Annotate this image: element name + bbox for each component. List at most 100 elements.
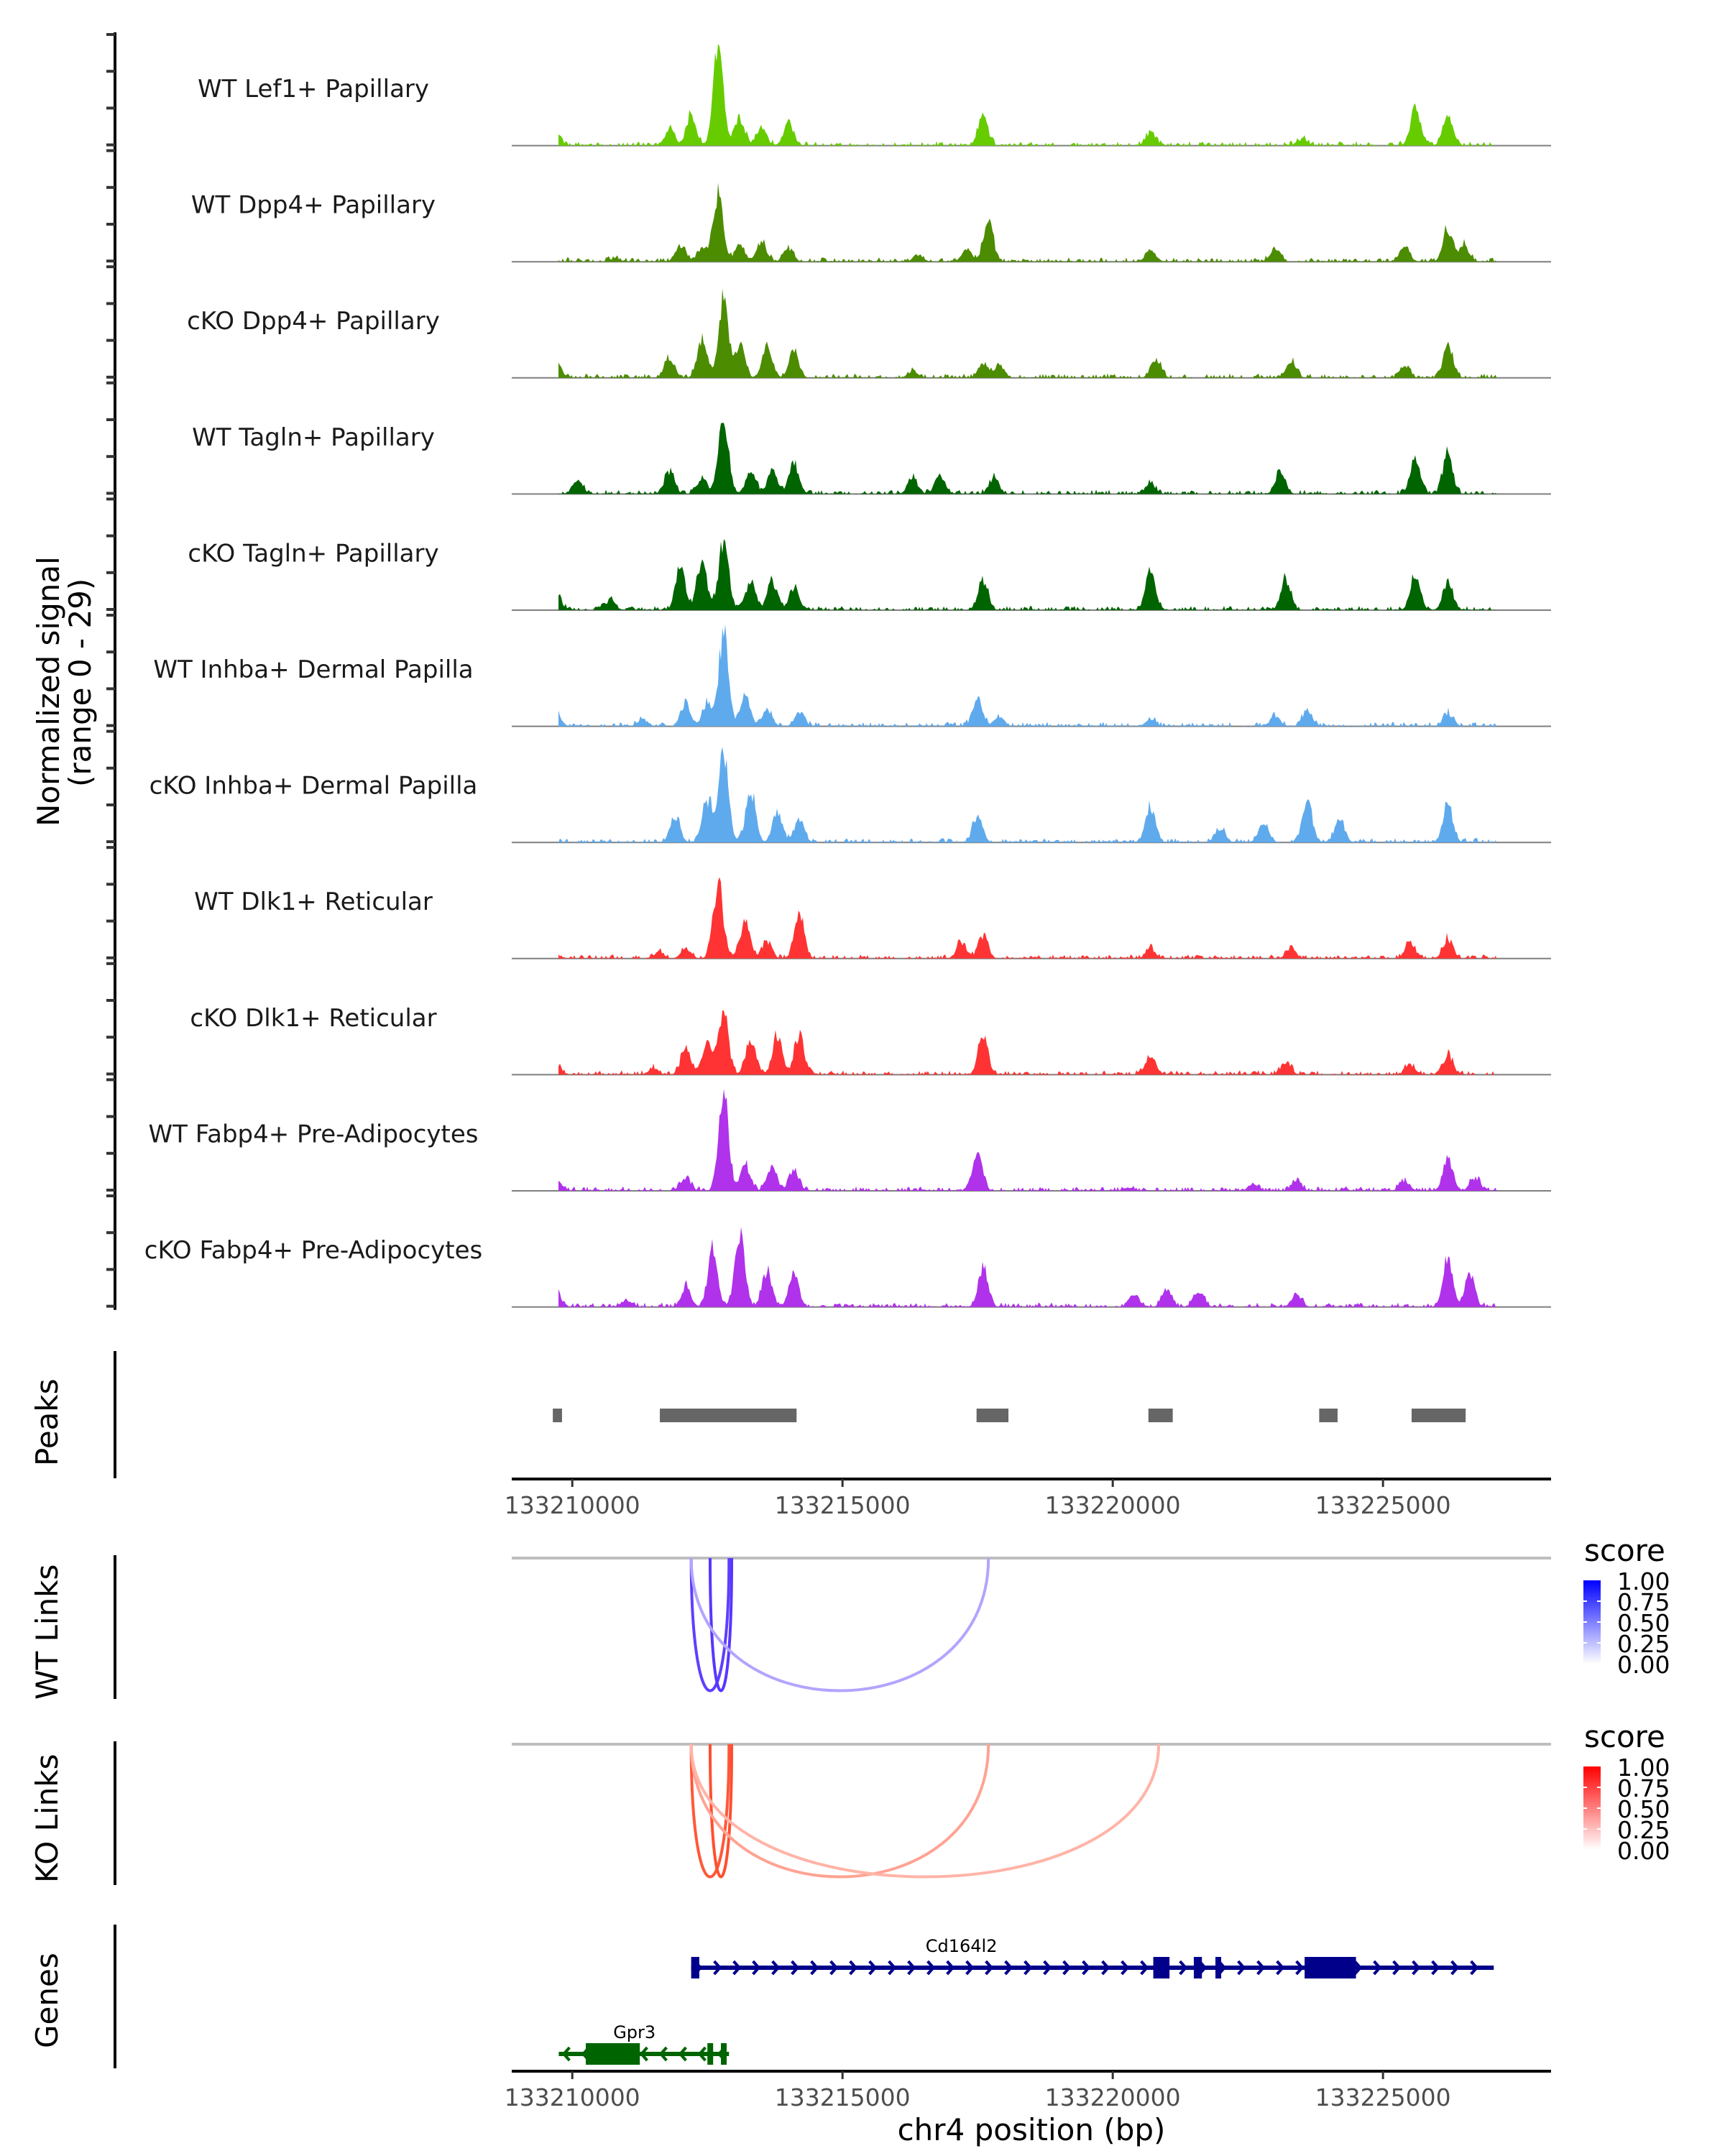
track-label: WT Tagln+ Papillary: [192, 423, 435, 452]
gene-exon: [586, 2043, 640, 2065]
coverage-area: [558, 1010, 1496, 1075]
gene-name-label: Cd164l2: [926, 1936, 998, 1956]
legend-label: 0.50: [1617, 1795, 1670, 1823]
legend-title: score: [1584, 1719, 1665, 1754]
peak-region: [1411, 1409, 1466, 1422]
strand-arrow-icon: [849, 1960, 858, 1976]
strand-arrow-icon: [888, 1960, 897, 1976]
track-label: WT Dlk1+ Reticular: [194, 888, 433, 916]
legend-title: score: [1584, 1533, 1665, 1568]
strand-arrow-icon: [1043, 1960, 1052, 1976]
strand-arrow-icon: [1237, 1960, 1246, 1976]
strand-arrow-icon: [965, 1960, 975, 1976]
coverage-track: cKO Tagln+ Papillary: [106, 497, 1551, 611]
peaks-panel: [114, 1351, 1466, 1478]
legend-label: 0.75: [1617, 1774, 1670, 1802]
coverage-area: [558, 877, 1496, 959]
strand-arrow-icon: [829, 1960, 839, 1976]
gene-exon: [691, 1957, 699, 1978]
strand-arrow-icon: [1392, 1960, 1402, 1976]
x-tick-label: 133215000: [775, 2083, 911, 2111]
strand-arrow-icon: [985, 1960, 994, 1976]
coverage-area: [558, 1227, 1496, 1307]
x-tick-label: 133215000: [775, 1491, 911, 1519]
gene-exon: [707, 2043, 714, 2065]
strand-arrow-icon: [658, 2046, 668, 2062]
coverage-track: WT Inhba+ Dermal Papilla: [106, 614, 1551, 727]
coverage-track: WT Dlk1+ Reticular: [106, 846, 1551, 959]
coverage-area: [558, 423, 1496, 494]
peak-region: [1319, 1409, 1338, 1422]
gene-name-label: Gpr3: [613, 2022, 656, 2042]
track-label: cKO Dlk1+ Reticular: [190, 1004, 436, 1033]
coverage-panel: WT Lef1+ Papillary WT Dpp4+ Papillary cKO …: [106, 32, 1551, 1310]
x-tick-label: 133225000: [1315, 2083, 1451, 2111]
link-arc: [708, 1557, 734, 1692]
strand-arrow-icon: [713, 1960, 722, 1976]
peak-region: [976, 1409, 1009, 1422]
strand-arrow-icon: [1140, 1960, 1149, 1976]
genes-panel: Cd164l2 Gpr3: [114, 1925, 1494, 2068]
strand-arrow-icon: [810, 1960, 819, 1976]
gene-exon: [721, 2043, 727, 2065]
strand-arrow-icon: [1450, 1960, 1460, 1976]
strand-arrow-icon: [639, 2046, 648, 2062]
coverage-area: [558, 183, 1496, 262]
strand-arrow-icon: [1470, 1960, 1479, 1976]
strand-arrow-icon: [1353, 1960, 1363, 1976]
strand-arrow-icon: [1062, 1960, 1072, 1976]
strand-arrow-icon: [561, 2046, 571, 2062]
track-label: cKO Tagln+ Papillary: [188, 539, 438, 568]
y-axis-title-line1: Normalized signal: [31, 556, 66, 826]
track-label: WT Dpp4+ Papillary: [191, 191, 436, 220]
y-axis-title-line2: (range 0 - 29): [63, 579, 98, 787]
track-label: WT Lef1+ Papillary: [198, 75, 429, 103]
x-tick-label: 133210000: [505, 1491, 640, 1519]
track-label: cKO Inhba+ Dermal Papilla: [150, 772, 478, 801]
peak-region: [660, 1409, 797, 1422]
gene-model: Cd164l2: [691, 1936, 1494, 1978]
strand-arrow-icon: [868, 1960, 878, 1976]
link-arc: [689, 1743, 990, 1879]
strand-arrow-icon: [732, 1960, 742, 1976]
coverage-track: cKO Fabp4+ Pre-Adipocytes: [106, 1194, 1551, 1308]
strand-arrow-icon: [926, 1960, 936, 1976]
genes-panel-title: Genes: [29, 1953, 65, 2048]
track-label: cKO Dpp4+ Papillary: [187, 307, 440, 336]
strand-arrow-icon: [907, 1960, 916, 1976]
coverage-track: WT Lef1+ Papillary: [106, 33, 1551, 147]
strand-arrow-icon: [791, 1960, 800, 1976]
gene-exon: [1215, 1957, 1222, 1978]
x-axis-peaks: 133210000 133215000 133220000 133225000: [505, 1478, 1551, 1519]
legend-label: 0.00: [1617, 1837, 1670, 1865]
x-tick-label: 133225000: [1315, 1491, 1451, 1519]
strand-arrow-icon: [946, 1960, 955, 1976]
strand-arrow-icon: [1431, 1960, 1440, 1976]
coverage-track: cKO Dlk1+ Reticular: [106, 962, 1551, 1076]
legend-label: 1.00: [1617, 1754, 1670, 1782]
coverage-area: [558, 539, 1496, 610]
legend-label: 0.75: [1617, 1588, 1670, 1616]
coverage-area: [558, 288, 1496, 378]
coverage-track: cKO Inhba+ Dermal Papilla: [106, 729, 1551, 844]
strand-arrow-icon: [1256, 1960, 1266, 1976]
coverage-area: [558, 44, 1496, 146]
link-track-title: WT Links: [29, 1565, 65, 1700]
gene-exon: [1193, 1957, 1202, 1978]
strand-arrow-icon: [752, 1960, 761, 1976]
peak-region: [553, 1409, 562, 1422]
gene-exon: [1153, 1957, 1170, 1978]
peaks-panel-title: Peaks: [29, 1378, 65, 1466]
track-label: WT Fabp4+ Pre-Adipocytes: [149, 1120, 479, 1148]
coverage-track: WT Tagln+ Papillary: [106, 381, 1551, 495]
legend-label: 0.50: [1617, 1609, 1670, 1637]
legend-label: 1.00: [1617, 1567, 1670, 1595]
coverage-area: [558, 1089, 1496, 1191]
link-arc: [689, 1743, 1161, 1879]
x-axis-title: chr4 position (bp): [898, 2112, 1166, 2147]
strand-arrow-icon: [1276, 1960, 1285, 1976]
strand-arrow-icon: [1101, 1960, 1110, 1976]
